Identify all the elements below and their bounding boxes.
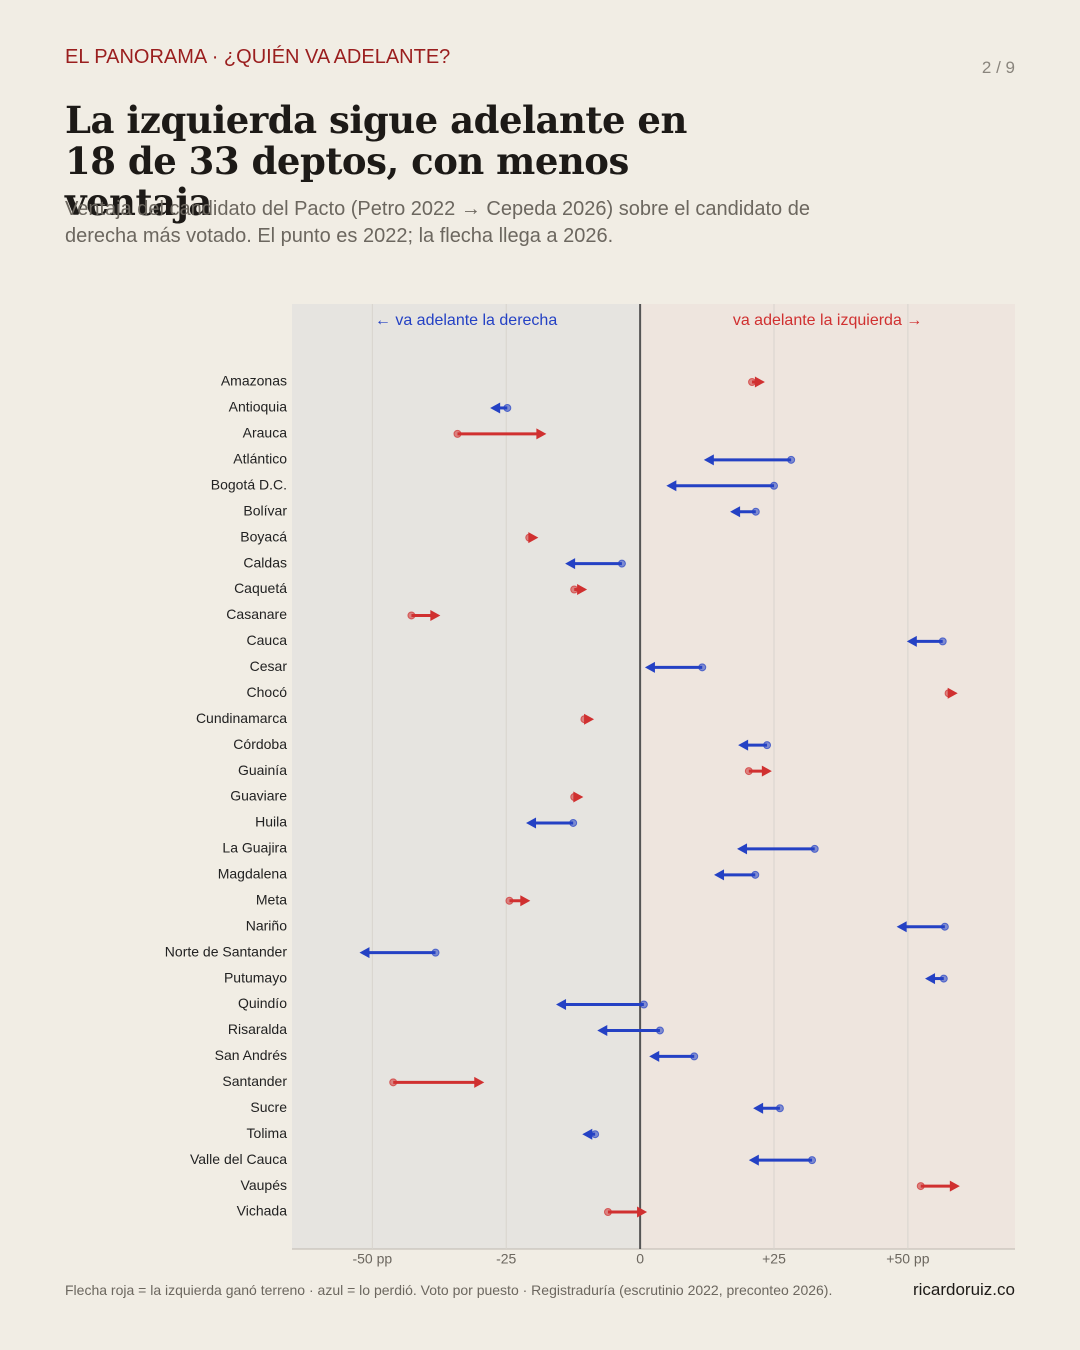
category-label: Cauca (247, 632, 288, 648)
arrow-head (556, 999, 567, 1010)
x-tick-label: 0 (636, 1251, 644, 1267)
chart-subtitle: Ventaja del candidato del Pacto (Petro 2… (65, 198, 810, 247)
footer-note: Flecha roja = la izquierda ganó terreno … (65, 1282, 833, 1298)
arrow-head (906, 635, 917, 647)
category-label: Guainía (238, 762, 287, 778)
category-label: La Guajira (222, 840, 287, 856)
arrow-head (359, 947, 370, 959)
category-label: Magdalena (218, 866, 287, 882)
arrow-head (637, 1206, 648, 1218)
arrow-head (536, 428, 547, 440)
category-label: Quindío (238, 995, 287, 1011)
arrow-head (577, 584, 588, 595)
category-label: Córdoba (233, 736, 287, 752)
arrow-head (748, 1154, 759, 1166)
right-annotation: va adelante la izquierda → (733, 312, 922, 329)
category-label: Amazonas (221, 373, 287, 389)
arrow-head (528, 532, 539, 544)
arrow-head (597, 1024, 608, 1036)
arrow-head (714, 869, 725, 881)
category-label: Boyacá (240, 528, 287, 544)
category-label: San Andrés (215, 1047, 287, 1063)
arrow-head (896, 921, 907, 933)
arrow-head (520, 895, 531, 907)
category-label: Atlántico (233, 451, 287, 467)
page-counter: 2 / 9 (981, 58, 1015, 77)
arrow-head (947, 687, 958, 699)
arrow-head (925, 973, 936, 985)
arrow-head (754, 376, 765, 388)
arrow-head (430, 609, 441, 621)
arrow-head (730, 506, 741, 518)
arrow-head (565, 558, 576, 570)
arrow-head (737, 843, 748, 855)
arrow-head (649, 1050, 660, 1062)
category-label: Nariño (246, 917, 287, 933)
category-label: Guaviare (230, 788, 287, 804)
arrow-head (526, 817, 537, 829)
left-region (292, 304, 641, 1249)
category-label: Vaupés (241, 1177, 287, 1193)
arrow-head (644, 661, 655, 673)
x-tick-label: +50 pp (886, 1251, 929, 1267)
category-label: Chocó (247, 684, 288, 700)
category-label: Santander (222, 1073, 287, 1089)
category-label: Norte de Santander (165, 943, 288, 959)
x-tick-label: -50 pp (352, 1251, 392, 1267)
arrow-head (490, 402, 501, 414)
arrow-head (703, 454, 714, 466)
x-tick-label: +25 (762, 1251, 786, 1267)
category-label: Bolívar (243, 502, 287, 518)
brand: ricardoruiz.co (912, 1280, 1015, 1299)
arrow-head (582, 1128, 593, 1140)
arrow-head (753, 1102, 764, 1114)
category-label: Meta (256, 891, 287, 907)
category-label: Arauca (243, 425, 288, 441)
x-tick-label: -25 (496, 1251, 516, 1267)
right-region (640, 304, 1015, 1249)
arrow-head (573, 791, 584, 803)
category-label: Putumayo (224, 969, 287, 985)
category-label: Caldas (243, 554, 287, 570)
chart-title: La izquierda sigue adelante en 18 de 33 … (65, 98, 687, 224)
arrow-head (761, 765, 772, 777)
arrow-head (666, 480, 677, 492)
category-label: Casanare (226, 606, 287, 622)
category-label: Bogotá D.C. (211, 476, 287, 492)
category-label: Cesar (250, 658, 288, 674)
category-label: Vichada (237, 1203, 288, 1219)
category-label: Risaralda (228, 1021, 287, 1037)
arrow-head (584, 713, 595, 725)
category-label: Caquetá (234, 580, 287, 596)
arrow-head (474, 1076, 485, 1088)
kicker: EL PANORAMA · ¿QUIÉN VA ADELANTE? (65, 46, 451, 68)
left-annotation: ← va adelante la derecha (375, 312, 557, 329)
category-label: Sucre (250, 1099, 287, 1115)
category-label: Valle del Cauca (190, 1151, 287, 1167)
category-label: Antioquia (229, 399, 288, 415)
category-label: Huila (255, 814, 287, 830)
category-label: Tolima (247, 1125, 288, 1141)
arrow-head (738, 739, 749, 751)
category-label: Cundinamarca (196, 710, 287, 726)
arrow-head (949, 1180, 960, 1192)
